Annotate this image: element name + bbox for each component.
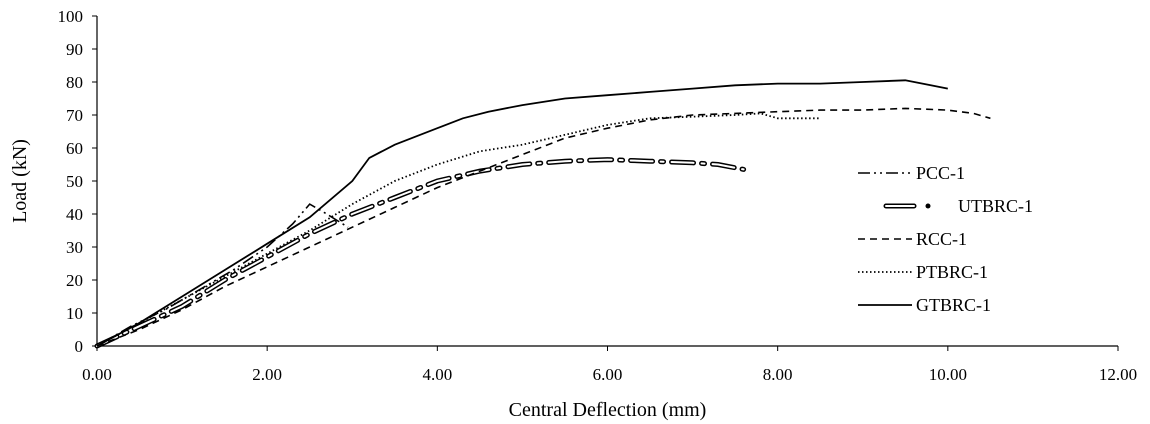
legend-label: UTBRC-1 xyxy=(958,196,1033,216)
y-tick-label: 60 xyxy=(66,139,83,158)
x-tick-label: 10.00 xyxy=(929,365,967,384)
y-tick-label: 20 xyxy=(66,271,83,290)
x-tick-label: 8.00 xyxy=(763,365,793,384)
legend-label: PCC-1 xyxy=(916,163,965,183)
y-tick-label: 80 xyxy=(66,73,83,92)
x-tick-label: 0.00 xyxy=(82,365,112,384)
series-line-5 xyxy=(96,79,948,347)
y-tick-label: 10 xyxy=(66,304,83,323)
series-line-3 xyxy=(96,107,991,347)
legend-label: PTBRC-1 xyxy=(916,262,988,282)
x-tick-label: 12.00 xyxy=(1099,365,1137,384)
y-axis-title: Load (kN) xyxy=(9,139,31,223)
series-layer xyxy=(94,79,991,349)
legend: PCC-1 UTBRC-1 RCC-1 PTBRC-1 GTBRC-1 xyxy=(858,163,1033,315)
y-tick-label: 40 xyxy=(66,205,83,224)
y-tick-label: 30 xyxy=(66,238,83,257)
y-tick-label: 90 xyxy=(66,40,83,59)
x-tick-label: 2.00 xyxy=(252,365,282,384)
series-line-2-inner xyxy=(96,158,745,347)
y-tick-label: 50 xyxy=(66,172,83,191)
y-tick-label: 70 xyxy=(66,106,83,125)
legend-label: GTBRC-1 xyxy=(916,295,991,315)
y-tick-label: 100 xyxy=(58,7,84,26)
legend-swatch-dot xyxy=(925,203,931,209)
series-line-4 xyxy=(96,112,821,347)
x-tick-label: 4.00 xyxy=(422,365,452,384)
axes: 0 10 20 30 40 50 60 70 80 90 100 0.00 2.00 4.00 6.00 8.… xyxy=(58,7,1138,384)
x-axis-title: Central Deflection (mm) xyxy=(509,399,707,421)
y-tick-label: 0 xyxy=(75,337,84,356)
legend-label: RCC-1 xyxy=(916,229,967,249)
x-tick-label: 6.00 xyxy=(593,365,623,384)
